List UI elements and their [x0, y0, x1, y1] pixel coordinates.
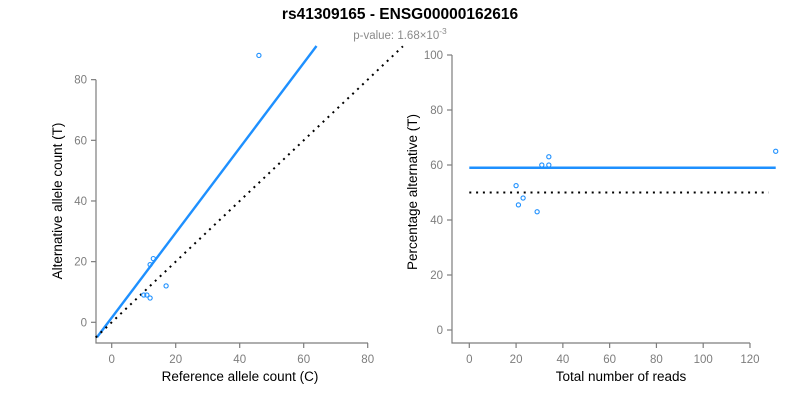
- x-tick-label: 60: [603, 354, 616, 366]
- data-point: [150, 255, 156, 262]
- data-point: [163, 283, 169, 289]
- x-tick-label: 100: [694, 354, 713, 366]
- x-axis-title: Total number of reads: [556, 369, 687, 384]
- data-point: [256, 52, 262, 59]
- y-axis-title: Alternative allele count (T): [50, 123, 65, 280]
- y-tick-label: 80: [74, 75, 87, 87]
- x-tick-label: 80: [650, 354, 663, 366]
- x-tick-label: 120: [740, 354, 759, 366]
- data-point: [546, 162, 552, 168]
- x-tick-label: 80: [361, 354, 374, 366]
- y-tick-label: 20: [74, 257, 87, 269]
- y-tick-label: 40: [430, 215, 443, 227]
- data-point: [539, 162, 545, 168]
- x-tick-label: 0: [108, 354, 114, 366]
- x-tick-label: 0: [466, 354, 472, 366]
- data-point: [147, 262, 153, 268]
- y-tick-label: 60: [430, 160, 443, 172]
- data-point: [147, 295, 153, 301]
- x-axis-title: Reference allele count (C): [162, 369, 319, 384]
- y-tick-label: 20: [430, 270, 443, 282]
- y-axis-title: Percentage alternative (T): [405, 114, 420, 270]
- y-tick-label: 40: [74, 196, 87, 208]
- data-point: [520, 195, 526, 201]
- identity-line: [95, 45, 404, 339]
- data-point: [546, 154, 552, 160]
- data-point: [534, 209, 540, 215]
- data-point: [144, 292, 150, 298]
- data-point: [515, 202, 522, 208]
- x-tick-label: 40: [233, 354, 246, 366]
- x-tick-label: 60: [297, 354, 310, 366]
- data-point: [141, 292, 147, 298]
- axis-lines: [451, 55, 750, 344]
- x-tick-label: 40: [556, 354, 569, 366]
- y-tick-label: 60: [74, 135, 87, 147]
- data-point: [773, 148, 779, 154]
- data-point: [513, 182, 519, 189]
- x-tick-label: 20: [169, 354, 182, 366]
- axis-lines: [95, 79, 368, 344]
- pvalue-exponent: -3: [439, 26, 447, 36]
- y-tick-label: 0: [437, 325, 443, 337]
- pvalue-text: p-value: 1.68×10: [353, 29, 440, 42]
- y-tick-label: 0: [81, 317, 87, 329]
- figure-title: rs41309165 - ENSG00000162616: [281, 6, 519, 23]
- y-tick-label: 80: [430, 105, 443, 117]
- y-tick-label: 100: [424, 50, 443, 62]
- figure-subtitle: p-value: 1.68×10-3: [0, 26, 800, 42]
- x-tick-label: 20: [510, 354, 523, 366]
- regression-line: [96, 45, 318, 339]
